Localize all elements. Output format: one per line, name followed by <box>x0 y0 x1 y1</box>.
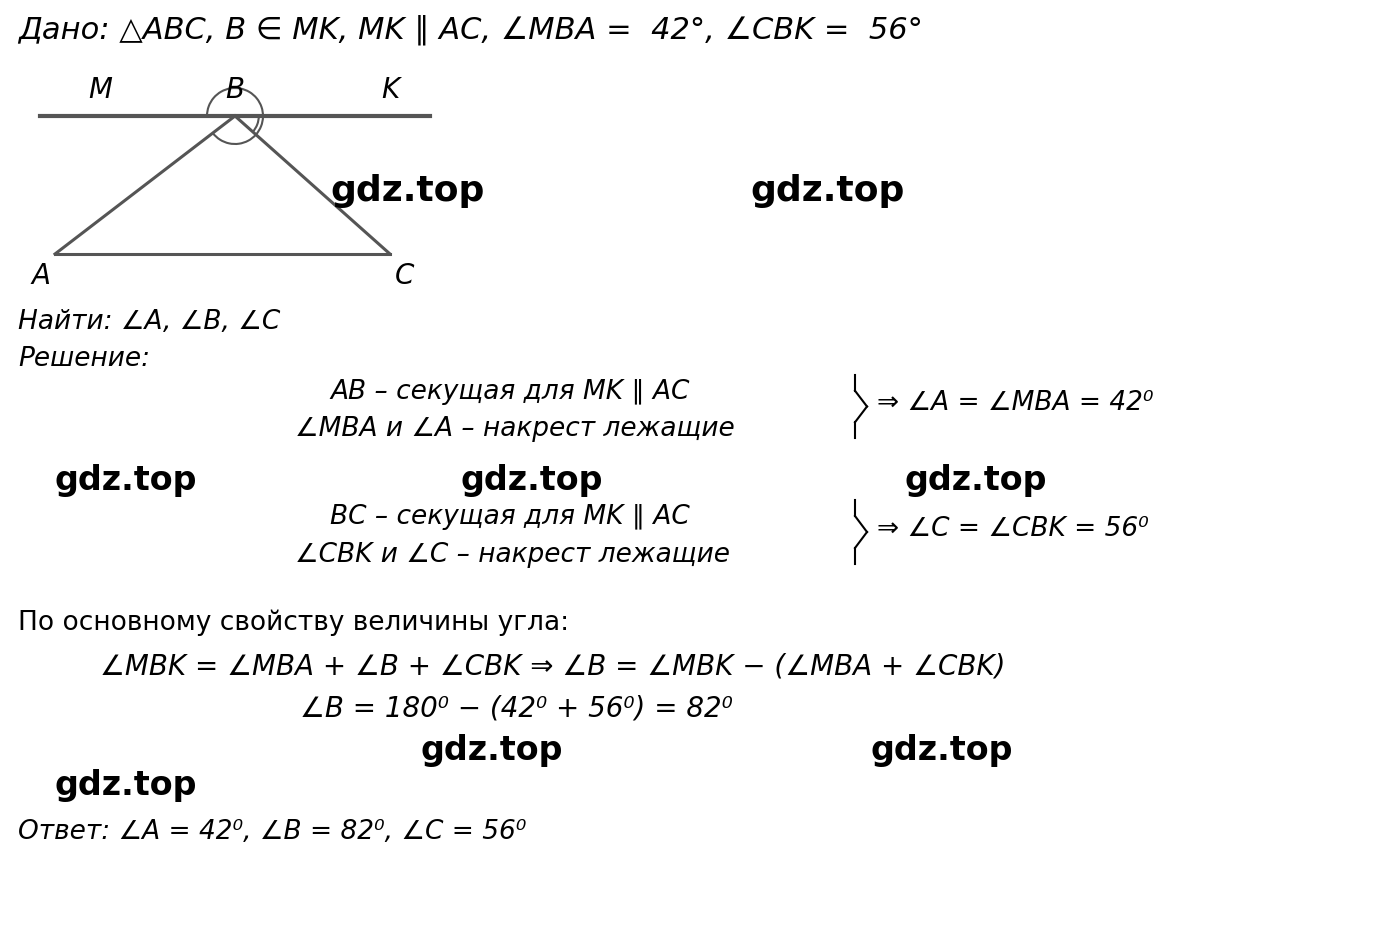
Text: gdz.top: gdz.top <box>869 734 1012 767</box>
Text: gdz.top: gdz.top <box>55 464 197 497</box>
Text: gdz.top: gdz.top <box>55 769 197 802</box>
Text: C: C <box>395 262 414 290</box>
Text: ∠MBK = ∠MBA + ∠B + ∠CBK ⇒ ∠B = ∠MBK − (∠MBA + ∠CBK): ∠MBK = ∠MBA + ∠B + ∠CBK ⇒ ∠B = ∠MBK − (∠… <box>99 652 1005 680</box>
Text: ⇒ ∠C = ∠CBK = 56⁰: ⇒ ∠C = ∠CBK = 56⁰ <box>876 516 1149 542</box>
Text: gdz.top: gdz.top <box>420 734 563 767</box>
Text: M: M <box>88 76 112 104</box>
Text: Найти: ∠A, ∠B, ∠C: Найти: ∠A, ∠B, ∠C <box>18 309 280 335</box>
Text: B: B <box>225 76 245 104</box>
Text: ∠MBA и ∠A – накрест лежащие: ∠MBA и ∠A – накрест лежащие <box>295 416 735 442</box>
Text: gdz.top: gdz.top <box>461 464 602 497</box>
Text: Дано: △ABC, B ∈ MK, MK ∥ AC, ∠MBA =  42°, ∠CBK =  56°: Дано: △ABC, B ∈ MK, MK ∥ AC, ∠MBA = 42°,… <box>18 14 923 45</box>
Text: K: K <box>381 76 399 104</box>
Text: Ответ: ∠A = 42⁰, ∠B = 82⁰, ∠C = 56⁰: Ответ: ∠A = 42⁰, ∠B = 82⁰, ∠C = 56⁰ <box>18 819 526 845</box>
Text: ∠CBK и ∠C – накрест лежащие: ∠CBK и ∠C – накрест лежащие <box>295 542 729 568</box>
Text: A: A <box>31 262 50 290</box>
Text: Решение:: Решение: <box>18 346 150 372</box>
Text: ⇒ ∠A = ∠MBA = 42⁰: ⇒ ∠A = ∠MBA = 42⁰ <box>876 390 1154 417</box>
Text: BC – секущая для MK ∥ AC: BC – секущая для MK ∥ AC <box>330 504 690 530</box>
Text: По основному свойству величины угла:: По основному свойству величины угла: <box>18 609 570 635</box>
Text: ∠B = 180⁰ − (42⁰ + 56⁰) = 82⁰: ∠B = 180⁰ − (42⁰ + 56⁰) = 82⁰ <box>300 694 732 722</box>
Text: AB – секущая для MK ∥ AC: AB – секущая для MK ∥ AC <box>330 379 689 405</box>
Text: gdz.top: gdz.top <box>330 174 484 208</box>
Text: gdz.top: gdz.top <box>904 464 1047 497</box>
Text: gdz.top: gdz.top <box>750 174 904 208</box>
